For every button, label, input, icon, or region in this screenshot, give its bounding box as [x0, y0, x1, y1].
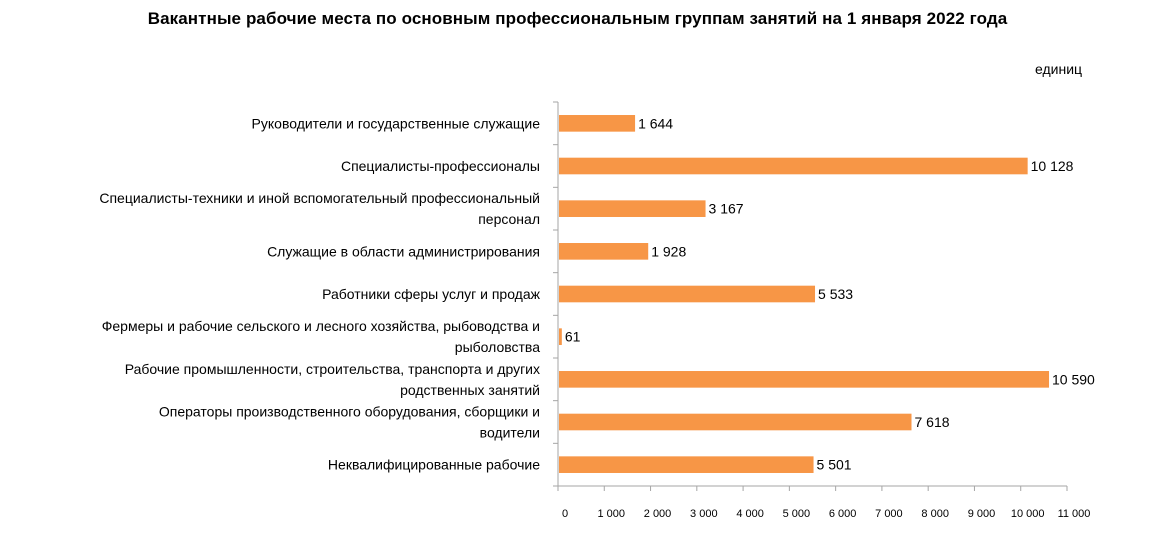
- category-label: Операторы производственного оборудования…: [159, 404, 540, 420]
- value-label: 1 644: [638, 115, 673, 131]
- x-tick-label: 8 000: [921, 508, 949, 520]
- x-tick-label: 1 000: [598, 508, 626, 520]
- bar: [559, 328, 562, 345]
- x-tick-label: 11 000: [1058, 508, 1091, 520]
- labels-layer: 1 644 Руководители и государственные служ…: [99, 115, 1095, 520]
- bar: [559, 456, 814, 473]
- category-label: персонал: [478, 211, 540, 227]
- category-label: Специалисты-техники и иной вспомогательн…: [99, 190, 540, 206]
- x-tick-label: 3 000: [690, 508, 718, 520]
- category-label: Служащие в области администрирования: [267, 243, 540, 259]
- x-tick-label: 2 000: [644, 508, 672, 520]
- chart-title: Вакантные рабочие места по основным проф…: [147, 9, 1008, 28]
- category-label: Рабочие промышленности, строительства, т…: [125, 361, 540, 377]
- category-label: рыболовства: [455, 339, 540, 355]
- category-label: Неквалифицированные рабочие: [328, 457, 540, 473]
- x-tick-label: 0: [562, 508, 568, 520]
- bar: [559, 115, 636, 132]
- value-label: 1 928: [651, 243, 686, 259]
- category-label: Руководители и государственные служащие: [252, 115, 541, 131]
- bar: [559, 413, 912, 431]
- category-label: Работники сферы услуг и продаж: [322, 286, 541, 302]
- x-tick-label: 6 000: [829, 508, 857, 520]
- bar: [559, 243, 649, 260]
- value-label: 7 618: [915, 414, 950, 430]
- category-label: водители: [480, 425, 540, 441]
- axis-layer: [553, 101, 1068, 491]
- bar: [559, 157, 1028, 175]
- bar: [559, 200, 706, 217]
- category-label: Специалисты-профессионалы: [341, 158, 540, 174]
- value-label: 61: [565, 329, 581, 345]
- value-label: 10 128: [1031, 158, 1074, 174]
- bar: [559, 285, 816, 303]
- x-tick-label: 10 000: [1011, 508, 1045, 520]
- x-tick-label: 5 000: [783, 508, 811, 520]
- value-label: 10 590: [1052, 371, 1095, 387]
- bars-layer: [559, 115, 1050, 473]
- category-label: родственных занятий: [400, 382, 540, 398]
- value-label: 3 167: [709, 201, 744, 217]
- category-label: Фермеры и рабочие сельского и лесного хо…: [102, 318, 540, 334]
- units-label: единиц: [1035, 61, 1083, 77]
- x-tick-label: 9 000: [968, 508, 996, 520]
- value-label: 5 533: [818, 286, 853, 302]
- x-tick-label: 7 000: [875, 508, 903, 520]
- bar: [559, 371, 1050, 388]
- x-tick-label: 4 000: [736, 508, 764, 520]
- value-label: 5 501: [817, 457, 852, 473]
